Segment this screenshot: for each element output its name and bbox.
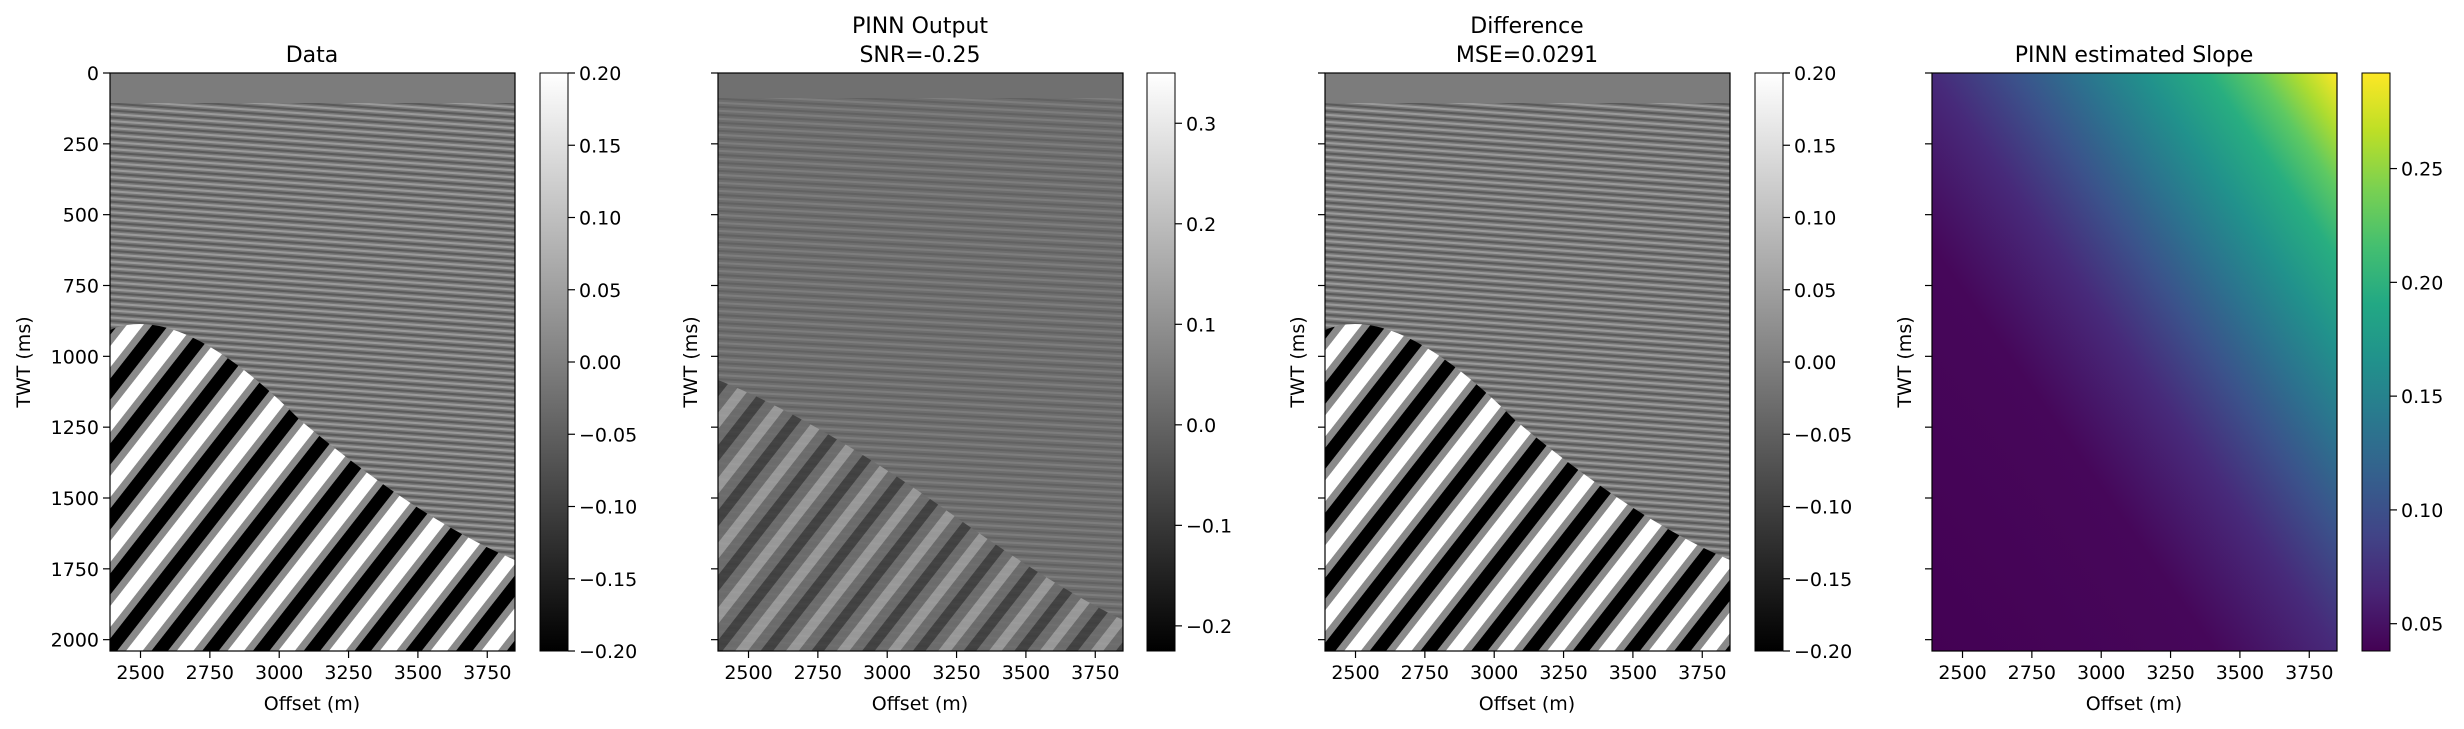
title-difference: Difference: [1470, 14, 1583, 39]
colorbar-tick-label: −0.10: [579, 497, 637, 519]
xlabel-slope: Offset (m): [2086, 693, 2182, 715]
colorbar-tick-label: −0.20: [1794, 641, 1852, 663]
colorbar-tick-label: 0.0: [1186, 415, 1216, 437]
panel-pinn-output: [717, 72, 1124, 652]
heatmap-difference: [1325, 73, 1730, 651]
colorbar-tick-label: 0.1: [1186, 314, 1216, 336]
xlabel-data: Offset (m): [264, 693, 360, 715]
y-tick-label: 1250: [51, 417, 99, 439]
colorbar-tick-label: −0.20: [579, 641, 637, 663]
colorbar-pinn-output: [1146, 72, 1176, 652]
colorbar-tick-label: 0.2: [1186, 214, 1216, 236]
colorbar-tick-label: −0.1: [1186, 515, 1232, 537]
colorbar-tick-label: 0.15: [1794, 135, 1836, 157]
title-data: Data: [286, 43, 339, 68]
colorbar-tick-label: −0.05: [1794, 424, 1852, 446]
x-tick-label: 3750: [2285, 662, 2333, 684]
x-tick-label: 2750: [186, 662, 234, 684]
panel-data: [109, 72, 516, 652]
colorbar-tick-label: 0.05: [1794, 280, 1836, 302]
x-tick-label: 2500: [1331, 662, 1379, 684]
y-tick-label: 1750: [51, 559, 99, 581]
ylabel-slope: TWT (ms): [1894, 316, 1916, 408]
colorbar-tick-label: 0.05: [2401, 614, 2443, 636]
x-tick-label: 3000: [863, 662, 911, 684]
x-tick-label: 2500: [1938, 662, 1986, 684]
heatmap-data: [110, 73, 515, 651]
colorbar-tick-label: 0.20: [2401, 272, 2443, 294]
colorbar-tick-label: −0.05: [579, 424, 637, 446]
title-pinn-output: PINN Output: [852, 14, 988, 39]
colorbar-tick-label: 0.05: [579, 280, 621, 302]
x-tick-label: 2750: [2008, 662, 2056, 684]
x-tick-label: 3000: [255, 662, 303, 684]
colorbar-tick-label: 0.10: [579, 208, 621, 230]
colorbar-tick-label: −0.10: [1794, 497, 1852, 519]
colorbar-tick-label: 0.10: [1794, 208, 1836, 230]
x-tick-label: 2500: [724, 662, 772, 684]
subtitle-difference: MSE=0.0291: [1456, 43, 1598, 68]
x-tick-label: 3000: [1470, 662, 1518, 684]
title-slope: PINN estimated Slope: [2015, 43, 2253, 68]
heatmap-pinn-output: [718, 73, 1123, 651]
x-tick-label: 3250: [324, 662, 372, 684]
x-tick-label: 3500: [2216, 662, 2264, 684]
colorbar-tick-label: −0.2: [1186, 616, 1232, 638]
x-tick-label: 3000: [2077, 662, 2125, 684]
x-tick-label: 3250: [1539, 662, 1587, 684]
xlabel-pinn-output: Offset (m): [872, 693, 968, 715]
x-tick-label: 3250: [932, 662, 980, 684]
axis-ticks: 2500 2750 3000 3250 3500 3750 0 250 500 750 1000 12…: [51, 63, 2444, 684]
colorbar-tick-label: 0.20: [579, 63, 621, 85]
y-tick-label: 1000: [51, 346, 99, 368]
x-tick-label: 2500: [116, 662, 164, 684]
colorbar-tick-label: −0.15: [579, 569, 637, 591]
ylabel-difference: TWT (ms): [1287, 316, 1309, 408]
panel-slope: [1931, 72, 2338, 652]
x-tick-label: 3750: [1071, 662, 1119, 684]
heatmap-slope: [1932, 73, 2337, 651]
colorbar-slope: [2361, 72, 2391, 652]
colorbar-data: [539, 72, 569, 652]
x-tick-label: 3500: [1002, 662, 1050, 684]
subtitle-pinn-output: SNR=-0.25: [859, 43, 980, 68]
y-tick-label: 1500: [51, 488, 99, 510]
y-tick-label: 2000: [51, 630, 99, 652]
ylabel-data: TWT (ms): [13, 316, 35, 408]
x-tick-label: 3750: [463, 662, 511, 684]
y-tick-label: 500: [63, 205, 99, 227]
y-tick-label: 250: [63, 134, 99, 156]
colorbar-difference: [1754, 72, 1784, 652]
panel-difference: [1324, 72, 1731, 652]
ylabel-pinn-output: TWT (ms): [680, 316, 702, 408]
colorbar-tick-label: 0.15: [2401, 386, 2443, 408]
y-tick-label: 0: [87, 63, 99, 85]
x-tick-label: 3750: [1678, 662, 1726, 684]
colorbar-tick-label: 0.20: [1794, 63, 1836, 85]
colorbar-tick-label: 0.10: [2401, 500, 2443, 522]
colorbar-tick-label: 0.00: [1794, 352, 1836, 374]
colorbar-tick-label: 0.3: [1186, 113, 1216, 135]
xlabel-difference: Offset (m): [1479, 693, 1575, 715]
x-tick-label: 3500: [394, 662, 442, 684]
colorbar-tick-label: 0.00: [579, 352, 621, 374]
y-tick-label: 750: [63, 276, 99, 298]
colorbar-tick-label: −0.15: [1794, 569, 1852, 591]
x-tick-label: 3500: [1609, 662, 1657, 684]
x-tick-label: 3250: [2146, 662, 2194, 684]
colorbar-tick-label: 0.25: [2401, 159, 2443, 181]
x-tick-label: 2750: [1401, 662, 1449, 684]
x-tick-label: 2750: [794, 662, 842, 684]
colorbar-tick-label: 0.15: [579, 135, 621, 157]
